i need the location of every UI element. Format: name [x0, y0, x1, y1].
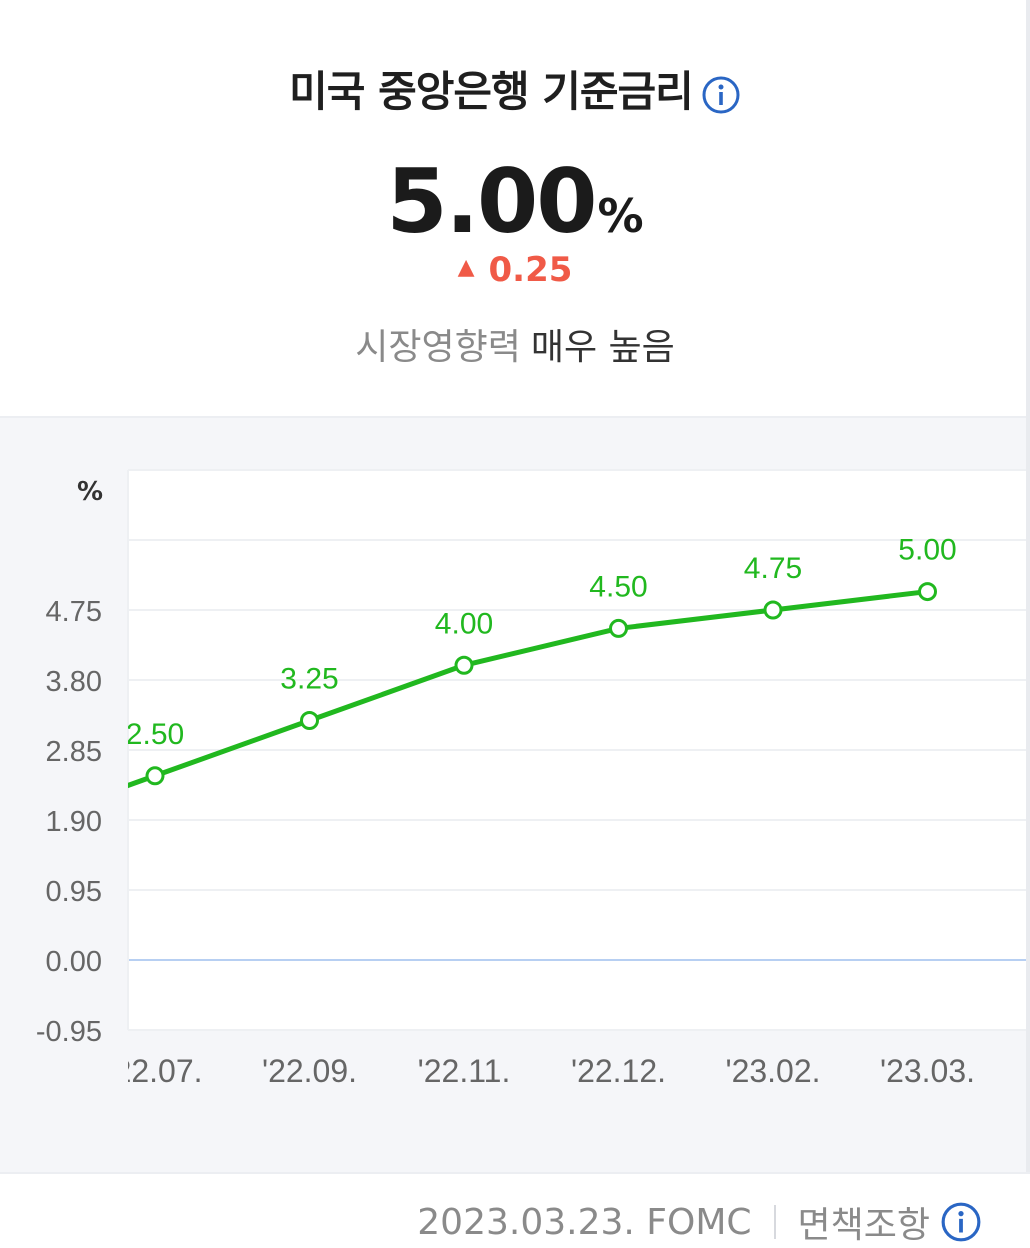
x-tick-label: '22.12.	[571, 1053, 666, 1089]
footer-divider	[773, 1205, 776, 1239]
rate-value: 5.00	[386, 150, 597, 253]
footer-date-source: 2023.03.23. FOMC	[417, 1201, 752, 1243]
disclaimer-info-icon[interactable]	[940, 1201, 982, 1243]
y-tick-label: -0.95	[36, 1016, 102, 1048]
chart-area: % 4.75 3.80 2.85 1.90 0.95 0.00 -0.95 2.50 3.25 4.…	[0, 416, 1026, 1172]
y-tick-label: 4.75	[46, 596, 102, 628]
rate-change-row: ▲ 0.25	[0, 250, 1030, 290]
rate-line-chart: % 4.75 3.80 2.85 1.90 0.95 0.00 -0.95 2.50 3.25 4.…	[36, 469, 1026, 1089]
data-label: 3.25	[280, 663, 338, 696]
x-tick-label: '22.09.	[262, 1053, 357, 1089]
y-tick-label: 0.00	[46, 946, 102, 978]
page-title: 미국 중앙은행 기준금리	[289, 67, 694, 116]
title-row: 미국 중앙은행 기준금리	[0, 58, 1030, 119]
data-point	[763, 600, 783, 620]
data-label: 2.50	[126, 718, 184, 751]
data-label: 4.00	[435, 607, 493, 640]
market-impact-row: 시장영향력 매우 높음	[0, 318, 1030, 370]
footer-inner: 2023.03.23. FOMC 면책조항	[417, 1196, 982, 1248]
info-icon[interactable]	[701, 75, 741, 115]
market-impact-label: 시장영향력	[355, 327, 521, 368]
rate-change: 0.25	[488, 250, 573, 290]
data-label: 5.00	[898, 534, 956, 567]
data-label: 4.50	[589, 570, 647, 603]
y-tick-label: 0.95	[46, 876, 102, 908]
y-axis-unit-label: %	[77, 477, 103, 507]
disclaimer-link[interactable]: 면책조항	[797, 1205, 930, 1246]
data-label: 4.75	[744, 552, 802, 585]
y-tick-label: 3.80	[46, 666, 102, 698]
x-tick-label: '23.03.	[880, 1053, 975, 1089]
card-edge	[1026, 0, 1030, 1238]
rate-unit: %	[597, 189, 644, 243]
y-tick-label: 2.85	[46, 736, 102, 768]
data-point	[300, 711, 319, 731]
rate-value-row: 5.00%	[0, 150, 1030, 253]
up-triangle-icon: ▲	[457, 255, 475, 280]
data-point	[454, 655, 474, 675]
data-point	[918, 582, 937, 602]
market-impact-value: 매우 높음	[530, 327, 675, 368]
rate-header: 미국 중앙은행 기준금리 5.00% ▲ 0.25 시장영향력 매우 높음	[0, 0, 1030, 416]
footer: 2023.03.23. FOMC 면책조항	[0, 1172, 1030, 1246]
data-point	[609, 618, 628, 638]
x-tick-label: '23.02.	[725, 1053, 820, 1089]
x-tick-label: '22.07.	[107, 1053, 202, 1089]
y-tick-label: 1.90	[46, 806, 102, 838]
x-tick-label: '22.11.	[418, 1053, 511, 1089]
data-point	[145, 766, 165, 786]
